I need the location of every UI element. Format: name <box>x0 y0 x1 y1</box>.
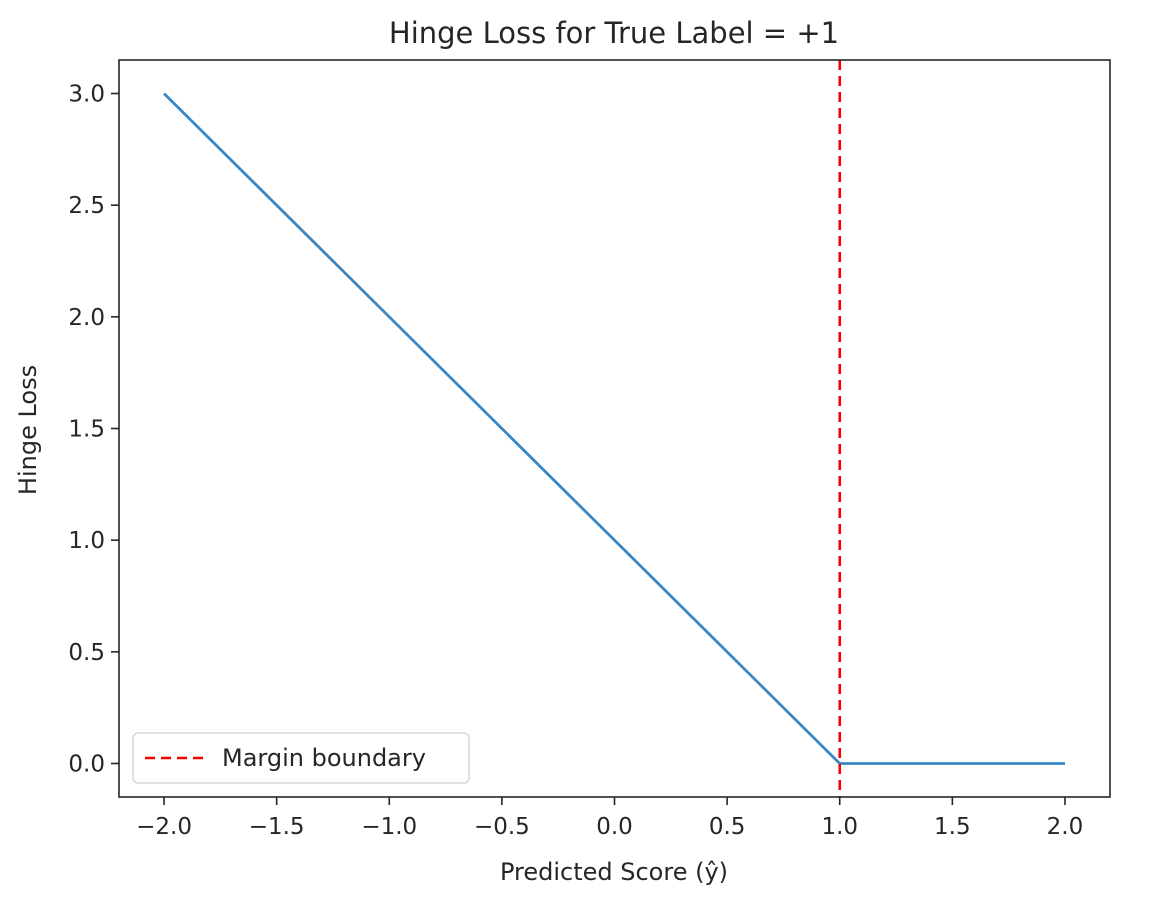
x-tick-label: −1.0 <box>361 814 417 840</box>
x-tick-label: 1.5 <box>934 814 971 840</box>
hinge-loss-line <box>163 92 1065 765</box>
plot-frame <box>118 59 1111 798</box>
y-tick-label: 2.0 <box>68 305 105 331</box>
y-axis-title: Hinge Loss <box>14 365 42 495</box>
plot-area: −2.0 −1.5 −1.0 −0.5 0.0 0.5 1.0 1.5 2.0 0.0 0.5 1.0… <box>68 60 1083 840</box>
y-tick-label: 3.0 <box>68 82 105 108</box>
y-tick-label: 0.5 <box>68 640 105 666</box>
y-tick-label: 0.0 <box>68 752 105 778</box>
y-tick-label: 1.0 <box>68 528 105 554</box>
x-tick-label: −1.5 <box>249 814 305 840</box>
x-tick-label: 0.0 <box>596 814 633 840</box>
x-tick-label: 1.0 <box>821 814 858 840</box>
legend-label-margin-boundary: Margin boundary <box>222 744 426 772</box>
y-tick-label: 1.5 <box>68 417 105 443</box>
x-tick-label: −2.0 <box>136 814 192 840</box>
x-tick-label: 0.5 <box>709 814 746 840</box>
legend-box <box>132 732 470 784</box>
x-axis-title: Predicted Score (ŷ) <box>500 858 728 886</box>
legend: Margin boundary <box>132 732 470 784</box>
x-tick-label: −0.5 <box>474 814 530 840</box>
y-tick-label: 2.5 <box>68 193 105 219</box>
x-tick-label: 2.0 <box>1047 814 1084 840</box>
chart-title: Hinge Loss for True Label = +1 <box>389 16 839 50</box>
